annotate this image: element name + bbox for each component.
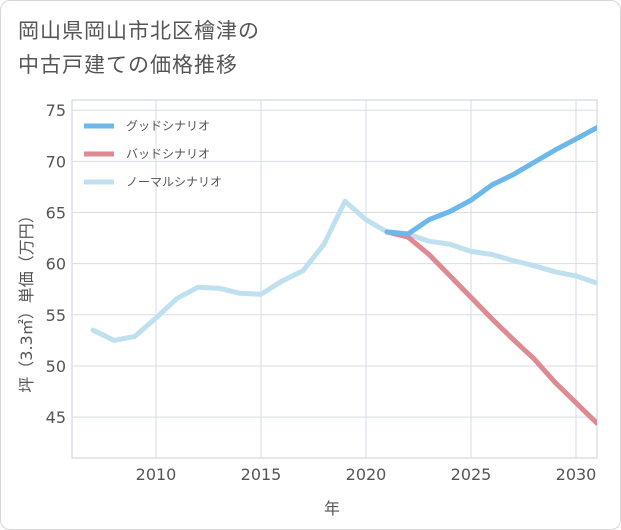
plot-area <box>71 99 598 459</box>
y-tick-label-50: 50 <box>46 357 66 376</box>
series-line-bad <box>384 229 597 426</box>
series-line-normal <box>90 198 597 343</box>
chart-title: 岡山県岡山市北区檜津の 中古戸建ての価格推移 <box>18 14 608 82</box>
chart-title-line-2: 中古戸建ての価格推移 <box>18 53 238 77</box>
legend-label-bad: バッドシナリオ <box>126 147 210 161</box>
y-tick-label-55: 55 <box>46 306 66 325</box>
x-tick-label-2030: 2030 <box>556 465 597 484</box>
grid <box>72 100 597 458</box>
y-tick-label-75: 75 <box>46 101 66 120</box>
x-tick-label-2010: 2010 <box>136 465 177 484</box>
x-tick-label-2020: 2020 <box>346 465 387 484</box>
legend-label-normal: ノーマルシナリオ <box>126 175 222 189</box>
y-axis-label: 坪（3.3㎡）単価（万円） <box>17 207 36 392</box>
y-tick-label-70: 70 <box>46 152 66 171</box>
y-tick-label-60: 60 <box>46 255 66 274</box>
y-tick-label-45: 45 <box>46 408 66 427</box>
y-tick-label-65: 65 <box>46 204 66 223</box>
chart-title-line-1: 岡山県岡山市北区檜津の <box>18 19 260 43</box>
x-axis-label: 年 <box>324 499 340 518</box>
x-tick-label-2025: 2025 <box>451 465 492 484</box>
tick-labels: 45 50 55 60 65 70 75 2010 2015 2020 2025 2030 <box>46 101 597 484</box>
x-tick-label-2015: 2015 <box>241 465 282 484</box>
legend-label-good: グッドシナリオ <box>126 119 210 133</box>
series-line-good <box>384 125 597 237</box>
series-layer <box>90 125 597 426</box>
